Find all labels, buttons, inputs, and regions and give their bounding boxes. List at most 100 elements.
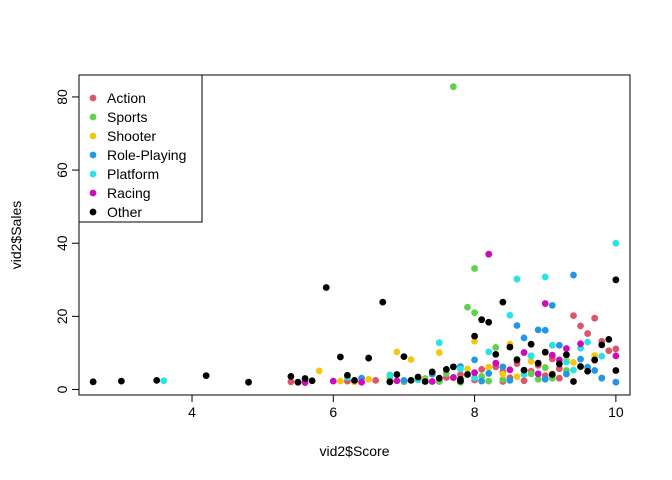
data-point — [534, 370, 542, 378]
data-point — [577, 355, 584, 363]
data-point — [548, 302, 556, 309]
data-point — [541, 375, 549, 383]
x-tick-label: 8 — [471, 404, 479, 420]
data-point — [541, 326, 549, 334]
data-point — [612, 352, 620, 360]
data-point — [160, 377, 168, 385]
legend-marker — [89, 189, 97, 197]
y-tick-label: 80 — [54, 89, 70, 105]
data-point — [555, 341, 563, 349]
data-point — [421, 378, 429, 385]
data-point — [506, 343, 514, 351]
legend-label: Racing — [107, 185, 151, 201]
data-point — [605, 336, 613, 343]
data-point — [449, 83, 457, 91]
data-point — [379, 298, 387, 306]
series-sports — [386, 83, 570, 386]
data-point — [499, 298, 507, 306]
data-point — [435, 349, 443, 356]
data-point — [591, 367, 599, 374]
data-point — [563, 358, 570, 366]
data-point — [485, 348, 493, 356]
y-tick-label: 60 — [54, 162, 70, 178]
data-point — [478, 366, 486, 373]
series-platform — [160, 239, 620, 385]
data-point — [499, 363, 507, 371]
data-point — [358, 378, 365, 386]
data-point — [400, 353, 408, 360]
data-point — [520, 366, 528, 374]
data-point — [414, 373, 422, 381]
data-point — [570, 366, 577, 374]
series-other — [89, 276, 620, 386]
data-point — [202, 372, 210, 380]
data-point — [541, 300, 549, 307]
data-point — [570, 378, 577, 385]
data-point — [563, 351, 570, 359]
legend-label: Role-Playing — [107, 147, 186, 163]
data-point — [294, 378, 302, 386]
data-point — [527, 370, 535, 378]
data-point — [485, 377, 493, 385]
data-point — [541, 348, 549, 356]
data-point — [485, 370, 493, 377]
legend-marker — [89, 151, 97, 159]
data-point — [499, 376, 507, 384]
plot-frame — [78, 74, 631, 396]
legend-marker — [89, 132, 97, 140]
data-point — [570, 359, 577, 366]
data-point — [577, 322, 584, 330]
data-point — [506, 376, 514, 384]
y-tick-label: 20 — [54, 308, 70, 324]
data-point — [308, 377, 316, 385]
data-point — [464, 303, 471, 311]
data-point — [527, 340, 535, 348]
data-point — [534, 375, 542, 383]
data-point — [471, 332, 478, 340]
data-point — [457, 375, 464, 383]
data-point — [478, 316, 486, 324]
data-point — [548, 341, 556, 349]
data-point — [570, 271, 577, 279]
data-point — [520, 349, 528, 356]
data-point — [541, 364, 549, 371]
data-point — [393, 377, 401, 385]
legend-label: Action — [107, 90, 146, 106]
legend-marker — [89, 113, 97, 121]
data-points — [89, 83, 620, 386]
data-point — [89, 378, 97, 386]
data-point — [499, 370, 507, 378]
data-point — [513, 275, 521, 283]
legend-marker — [89, 170, 97, 178]
data-point — [336, 353, 344, 361]
data-point — [605, 347, 613, 355]
data-point — [400, 376, 408, 384]
data-point — [478, 372, 486, 380]
data-point — [598, 374, 606, 382]
data-point — [548, 371, 556, 378]
data-point — [492, 344, 500, 351]
data-point — [471, 374, 478, 382]
data-point — [612, 367, 620, 374]
data-point — [428, 368, 436, 376]
data-point — [527, 352, 535, 360]
data-point — [492, 351, 500, 358]
x-tick-label: 6 — [329, 404, 337, 420]
data-point — [471, 337, 478, 345]
legend-marker — [89, 94, 97, 102]
data-point — [464, 365, 471, 373]
data-point — [584, 367, 592, 375]
data-point — [485, 250, 493, 258]
data-point — [555, 374, 563, 382]
data-point — [301, 375, 309, 382]
y-tick-label: 40 — [54, 235, 70, 251]
data-point — [520, 334, 528, 342]
data-point — [435, 374, 443, 382]
data-point — [584, 330, 592, 337]
data-point — [386, 378, 394, 386]
data-point — [612, 378, 620, 386]
data-point — [442, 366, 450, 373]
data-point — [492, 359, 500, 367]
data-point — [471, 356, 478, 364]
